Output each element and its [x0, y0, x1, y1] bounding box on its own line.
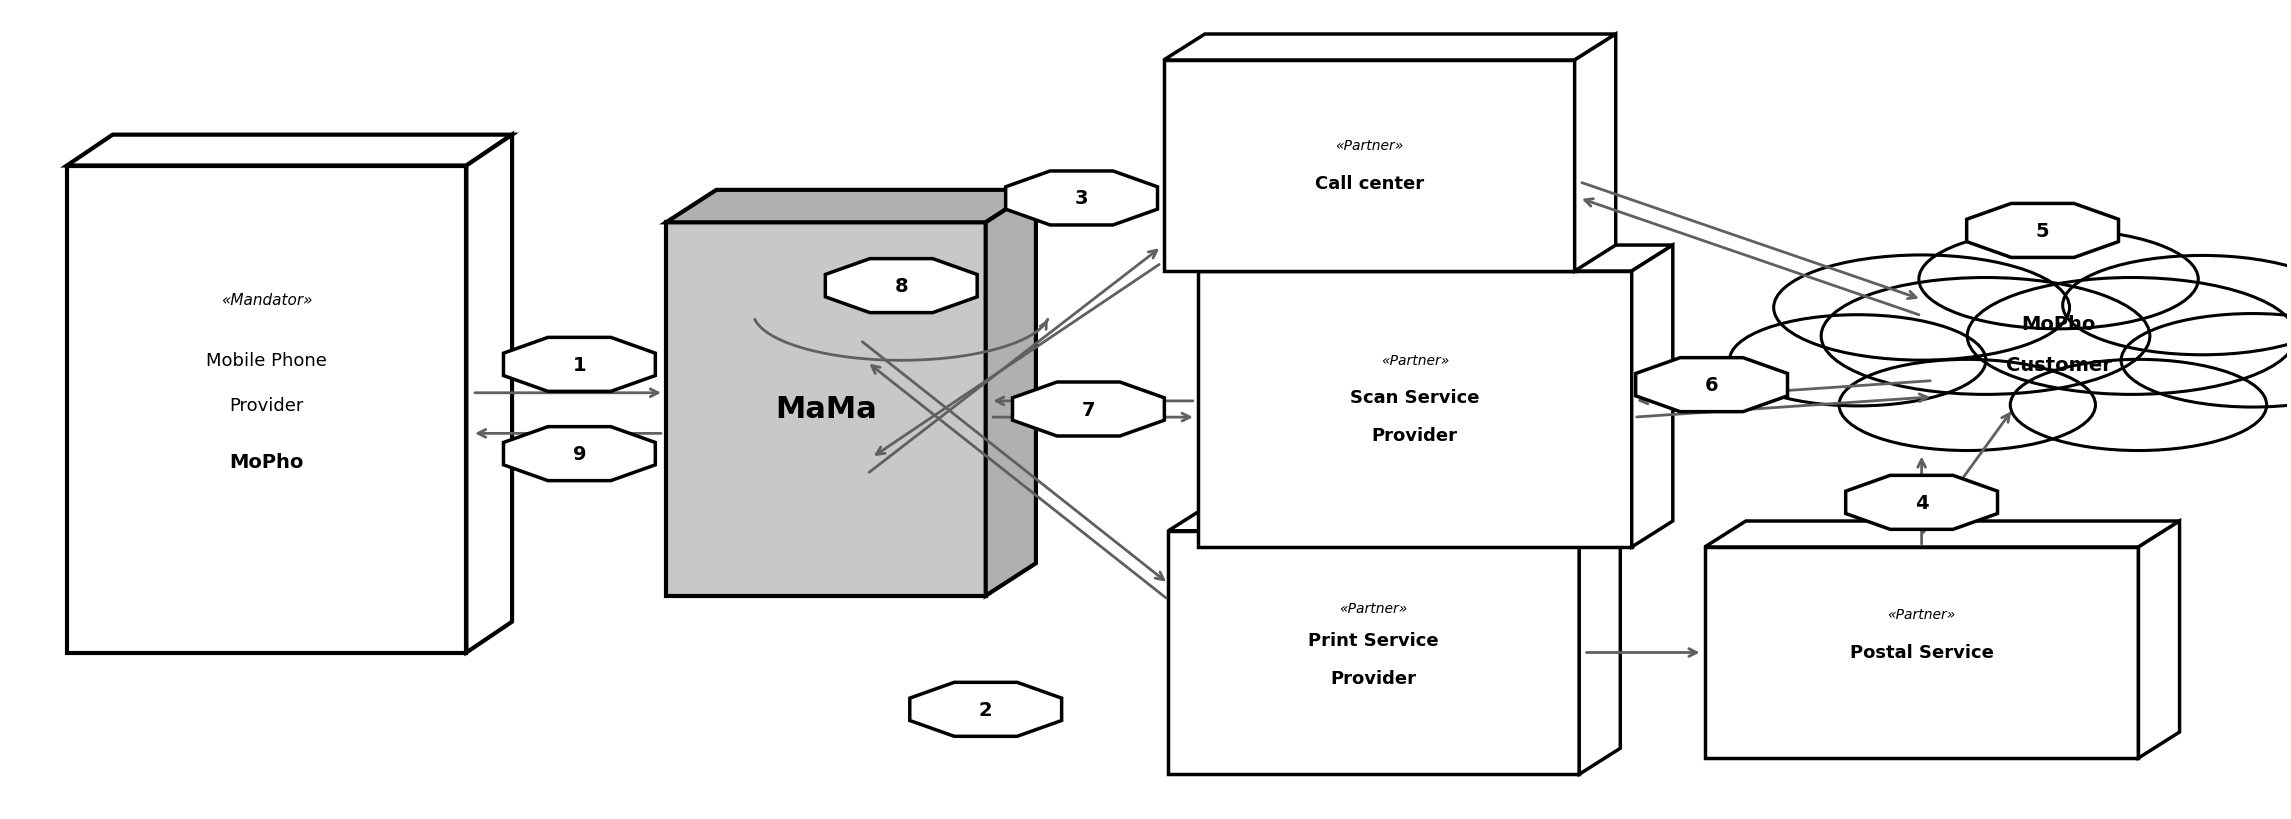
Text: MoPho: MoPho — [229, 453, 305, 472]
Polygon shape — [1705, 547, 2138, 758]
Circle shape — [2062, 256, 2291, 355]
Text: 1: 1 — [573, 355, 586, 374]
Circle shape — [1773, 256, 2069, 360]
Circle shape — [1968, 278, 2291, 395]
Polygon shape — [985, 191, 1036, 596]
Polygon shape — [1705, 522, 2179, 547]
Polygon shape — [1198, 246, 1672, 272]
Polygon shape — [1164, 61, 1574, 272]
Text: 7: 7 — [1081, 400, 1095, 419]
Polygon shape — [504, 428, 655, 481]
Text: Postal Service: Postal Service — [1849, 644, 1993, 662]
Polygon shape — [1006, 172, 1157, 226]
Text: 6: 6 — [1705, 376, 1718, 395]
Polygon shape — [2138, 522, 2179, 758]
Polygon shape — [1013, 382, 1164, 437]
Text: 4: 4 — [1915, 493, 1929, 512]
Polygon shape — [66, 135, 513, 166]
Text: 5: 5 — [2037, 222, 2050, 241]
Polygon shape — [667, 191, 1036, 223]
Polygon shape — [1574, 35, 1615, 272]
Polygon shape — [825, 260, 978, 313]
Polygon shape — [1578, 505, 1620, 774]
Text: Print Service: Print Service — [1308, 631, 1439, 649]
Polygon shape — [1636, 358, 1787, 412]
Text: Call center: Call center — [1315, 175, 1423, 193]
Text: «Partner»: «Partner» — [1888, 607, 1957, 621]
Text: «Partner»: «Partner» — [1381, 354, 1448, 368]
Polygon shape — [504, 338, 655, 391]
Text: «Mandator»: «Mandator» — [220, 292, 312, 308]
Polygon shape — [667, 223, 985, 596]
Text: «Partner»: «Partner» — [1340, 601, 1409, 615]
Polygon shape — [66, 166, 467, 653]
Circle shape — [1920, 230, 2199, 329]
Text: Scan Service: Scan Service — [1349, 388, 1480, 406]
Circle shape — [1821, 278, 2149, 395]
Text: 8: 8 — [893, 277, 907, 296]
Polygon shape — [910, 682, 1061, 736]
Text: 3: 3 — [1074, 189, 1088, 208]
Polygon shape — [1631, 246, 1672, 547]
Circle shape — [2121, 314, 2291, 408]
Text: «Partner»: «Partner» — [1336, 139, 1404, 153]
Circle shape — [1840, 360, 2096, 451]
Text: Provider: Provider — [1372, 427, 1457, 445]
Polygon shape — [1198, 272, 1631, 547]
Text: Provider: Provider — [1331, 670, 1416, 688]
Polygon shape — [467, 135, 513, 653]
Text: 2: 2 — [978, 700, 992, 719]
Polygon shape — [1966, 204, 2119, 258]
Text: Provider: Provider — [229, 396, 305, 414]
Polygon shape — [1847, 476, 1998, 530]
Polygon shape — [1164, 35, 1615, 61]
Circle shape — [2009, 360, 2266, 451]
Text: MoPho: MoPho — [2021, 314, 2096, 334]
Polygon shape — [1168, 531, 1578, 774]
Text: Mobile Phone: Mobile Phone — [206, 352, 328, 370]
Polygon shape — [1168, 505, 1620, 531]
Circle shape — [1730, 315, 1986, 406]
Text: 9: 9 — [573, 445, 586, 464]
Text: Customer: Customer — [2005, 355, 2112, 374]
Text: MaMa: MaMa — [774, 395, 877, 424]
